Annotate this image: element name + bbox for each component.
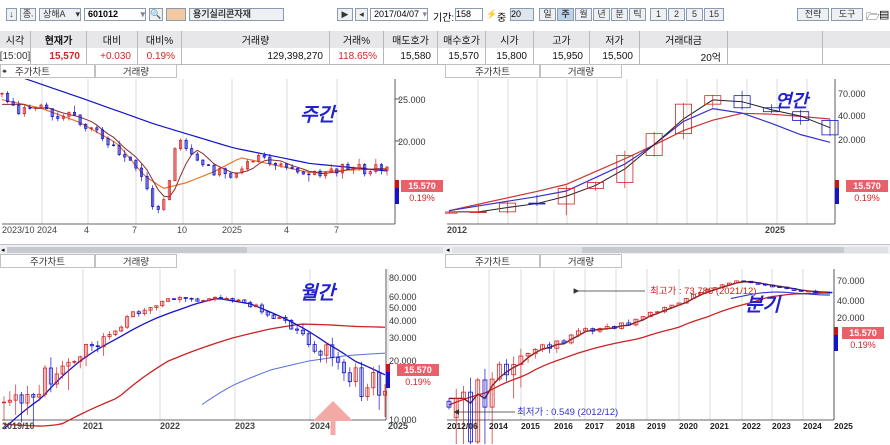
svg-text:연간: 연간 xyxy=(775,91,811,111)
svg-text:최고가 : 73.786 (2021/12): 최고가 : 73.786 (2021/12) xyxy=(650,286,757,297)
svg-text:최저가 : 0.549 (2012/12): 최저가 : 0.549 (2012/12) xyxy=(517,407,618,418)
svg-text:월간: 월간 xyxy=(300,282,337,304)
svg-text:주간: 주간 xyxy=(300,104,337,126)
svg-text:분기: 분기 xyxy=(745,294,782,316)
